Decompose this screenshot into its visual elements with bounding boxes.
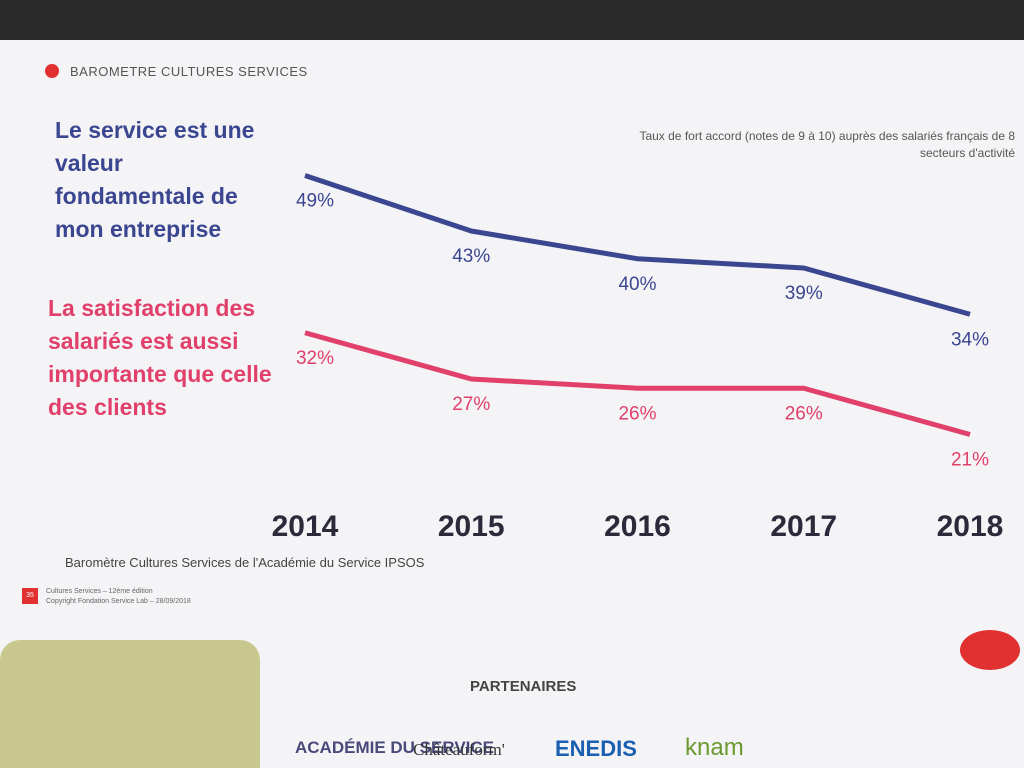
x-tick-label: 2018 [937,510,1004,543]
data-label: 32% [296,348,334,369]
data-label: 27% [452,394,490,415]
x-tick-label: 2014 [272,510,339,543]
source: Baromètre Cultures Services de l'Académi… [65,555,425,570]
chart-title: BAROMETRE CULTURES SERVICES [70,64,308,79]
page-number: 35 [22,588,38,604]
x-tick-label: 2015 [438,510,505,543]
partner-logo: Châteauform' [413,740,505,759]
footer-copyright: Copyright Fondation Service Lab – 28/09/… [46,598,191,605]
chairs [0,640,260,768]
chart-subtitle: Taux de fort accord (notes de 9 à 10) au… [639,129,1015,160]
data-label: 43% [452,246,490,267]
title-dot [45,64,59,78]
partner-logo: ENEDIS [555,736,637,761]
data-label: 39% [785,283,823,304]
series-line [304,330,971,437]
data-label: 40% [618,274,656,295]
x-tick-label: 2016 [604,510,671,543]
partners-title: PARTENAIRES [470,678,577,695]
data-label: 26% [785,403,823,424]
logo-mark [960,630,1020,670]
partner-logo: ACADÉMIE DU SERVICE [295,738,494,757]
data-label: 34% [951,329,989,350]
chart: 2014 2015 2016 2017 2018 49% 43% 40% 39% 34% 32% 27… [272,173,1004,543]
data-label: 21% [951,450,989,471]
legend-entry: La satisfaction des salariés est aussi i… [48,295,272,420]
x-tick-label: 2017 [770,510,837,543]
footer-edition: Cultures Services – 12ème édition [46,588,153,595]
series-line [304,173,971,317]
partner-logo: knam [685,734,744,761]
legend-entry: Le service est une valeur fondamentale d… [55,117,255,242]
data-label: 49% [296,191,334,212]
data-label: 26% [618,403,656,424]
